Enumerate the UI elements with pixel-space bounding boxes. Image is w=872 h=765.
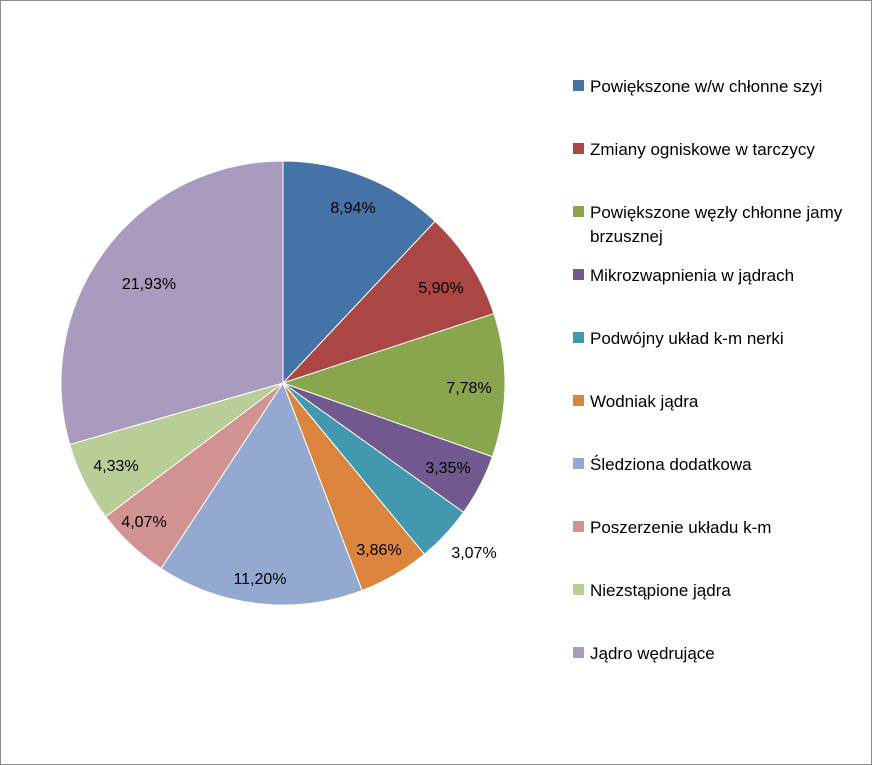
legend-swatch [573, 521, 584, 532]
pie-slice [282, 160, 436, 385]
legend-label: Poszerzenie układu k-m [590, 518, 772, 537]
data-label: 7,78% [446, 380, 491, 397]
legend-swatch [573, 458, 584, 469]
pie-slice [60, 160, 284, 446]
legend-label: Powiększone w/w chłonne szyi [590, 77, 823, 96]
data-label: 3,86% [356, 542, 401, 559]
data-label: 4,33% [93, 458, 138, 475]
legend-item: Podwójny układ k-m nerki [573, 327, 855, 351]
data-label: 3,35% [425, 460, 470, 477]
legend-item: Zmiany ogniskowe w tarczycy [573, 138, 855, 162]
legend-swatch [573, 206, 584, 217]
legend-label: Mikrozwapnienia w jądrach [590, 266, 795, 285]
data-label: 21,93% [122, 276, 176, 293]
legend-swatch [573, 647, 584, 658]
legend-label: Jądro wędrujące [590, 644, 715, 663]
legend-item: Poszerzenie układu k-m [573, 516, 855, 540]
data-label: 3,07% [451, 545, 496, 562]
legend-item: Wodniak jądra [573, 390, 855, 414]
legend-label: Niezstąpione jądra [590, 581, 731, 600]
legend-label: Podwójny układ k-m nerki [590, 329, 784, 348]
legend-item: Powiększone węzły chłonne jamy brzusznej [573, 201, 855, 249]
legend-swatch [573, 269, 584, 280]
legend-swatch [573, 332, 584, 343]
legend-label: Zmiany ogniskowe w tarczycy [590, 140, 815, 159]
data-label: 5,90% [418, 280, 463, 297]
legend-label: Śledziona dodatkowa [590, 455, 752, 474]
legend-item: Powiększone w/w chłonne szyi [573, 75, 855, 99]
legend-swatch [573, 584, 584, 595]
data-label: 4,07% [121, 514, 166, 531]
data-label: 8,94% [330, 200, 375, 217]
legend-label: Powiększone węzły chłonne jamy brzusznej [590, 203, 843, 246]
legend-item: Niezstąpione jądra [573, 579, 855, 603]
pie-slice [160, 381, 363, 606]
pie-slice [282, 220, 495, 384]
legend-swatch [573, 80, 584, 91]
legend-label: Wodniak jądra [590, 392, 699, 411]
legend-item: Mikrozwapnienia w jądrach [573, 264, 855, 288]
legend-item: Śledziona dodatkowa [573, 453, 855, 477]
legend-item: Jądro wędrujące [573, 642, 855, 666]
legend-swatch [573, 143, 584, 154]
legend-swatch [573, 395, 584, 406]
data-label: 11,20% [233, 571, 286, 588]
pie-slice [281, 312, 506, 458]
